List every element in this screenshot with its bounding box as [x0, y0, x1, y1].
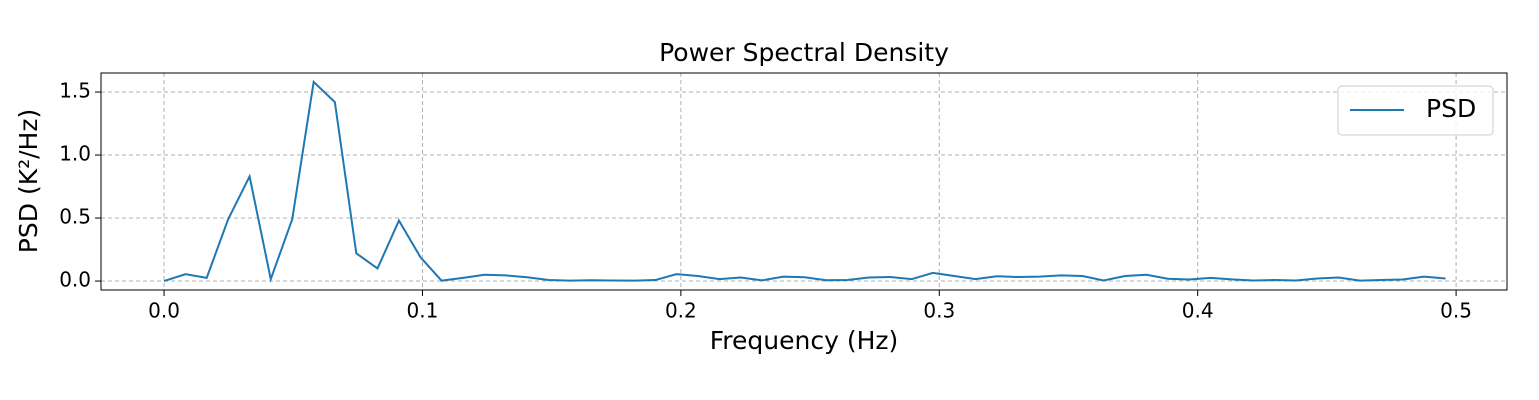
data-line: [163, 79, 1446, 283]
y-tick-label: 1.5: [59, 79, 91, 103]
x-tick-label: 0.2: [665, 299, 697, 323]
y-tick-label: 1.0: [59, 142, 91, 166]
plot-frame: [100, 72, 1508, 291]
chart-title: Power Spectral Density: [659, 38, 949, 67]
x-axis-label: Frequency (Hz): [710, 326, 899, 355]
x-tick-label: 0.5: [1440, 299, 1472, 323]
y-tick-label: 0.5: [59, 205, 91, 229]
x-tick-label: 0.1: [407, 299, 439, 323]
x-tick-label: 0.4: [1182, 299, 1214, 323]
legend-label: PSD: [1426, 94, 1476, 123]
x-tick-label: 0.3: [923, 299, 955, 323]
y-axis-label: PSD (K²/Hz): [14, 109, 43, 253]
legend-box: [1337, 85, 1494, 136]
x-tick-label: 0.0: [148, 299, 180, 323]
y-tick-label: 0.0: [59, 268, 91, 292]
